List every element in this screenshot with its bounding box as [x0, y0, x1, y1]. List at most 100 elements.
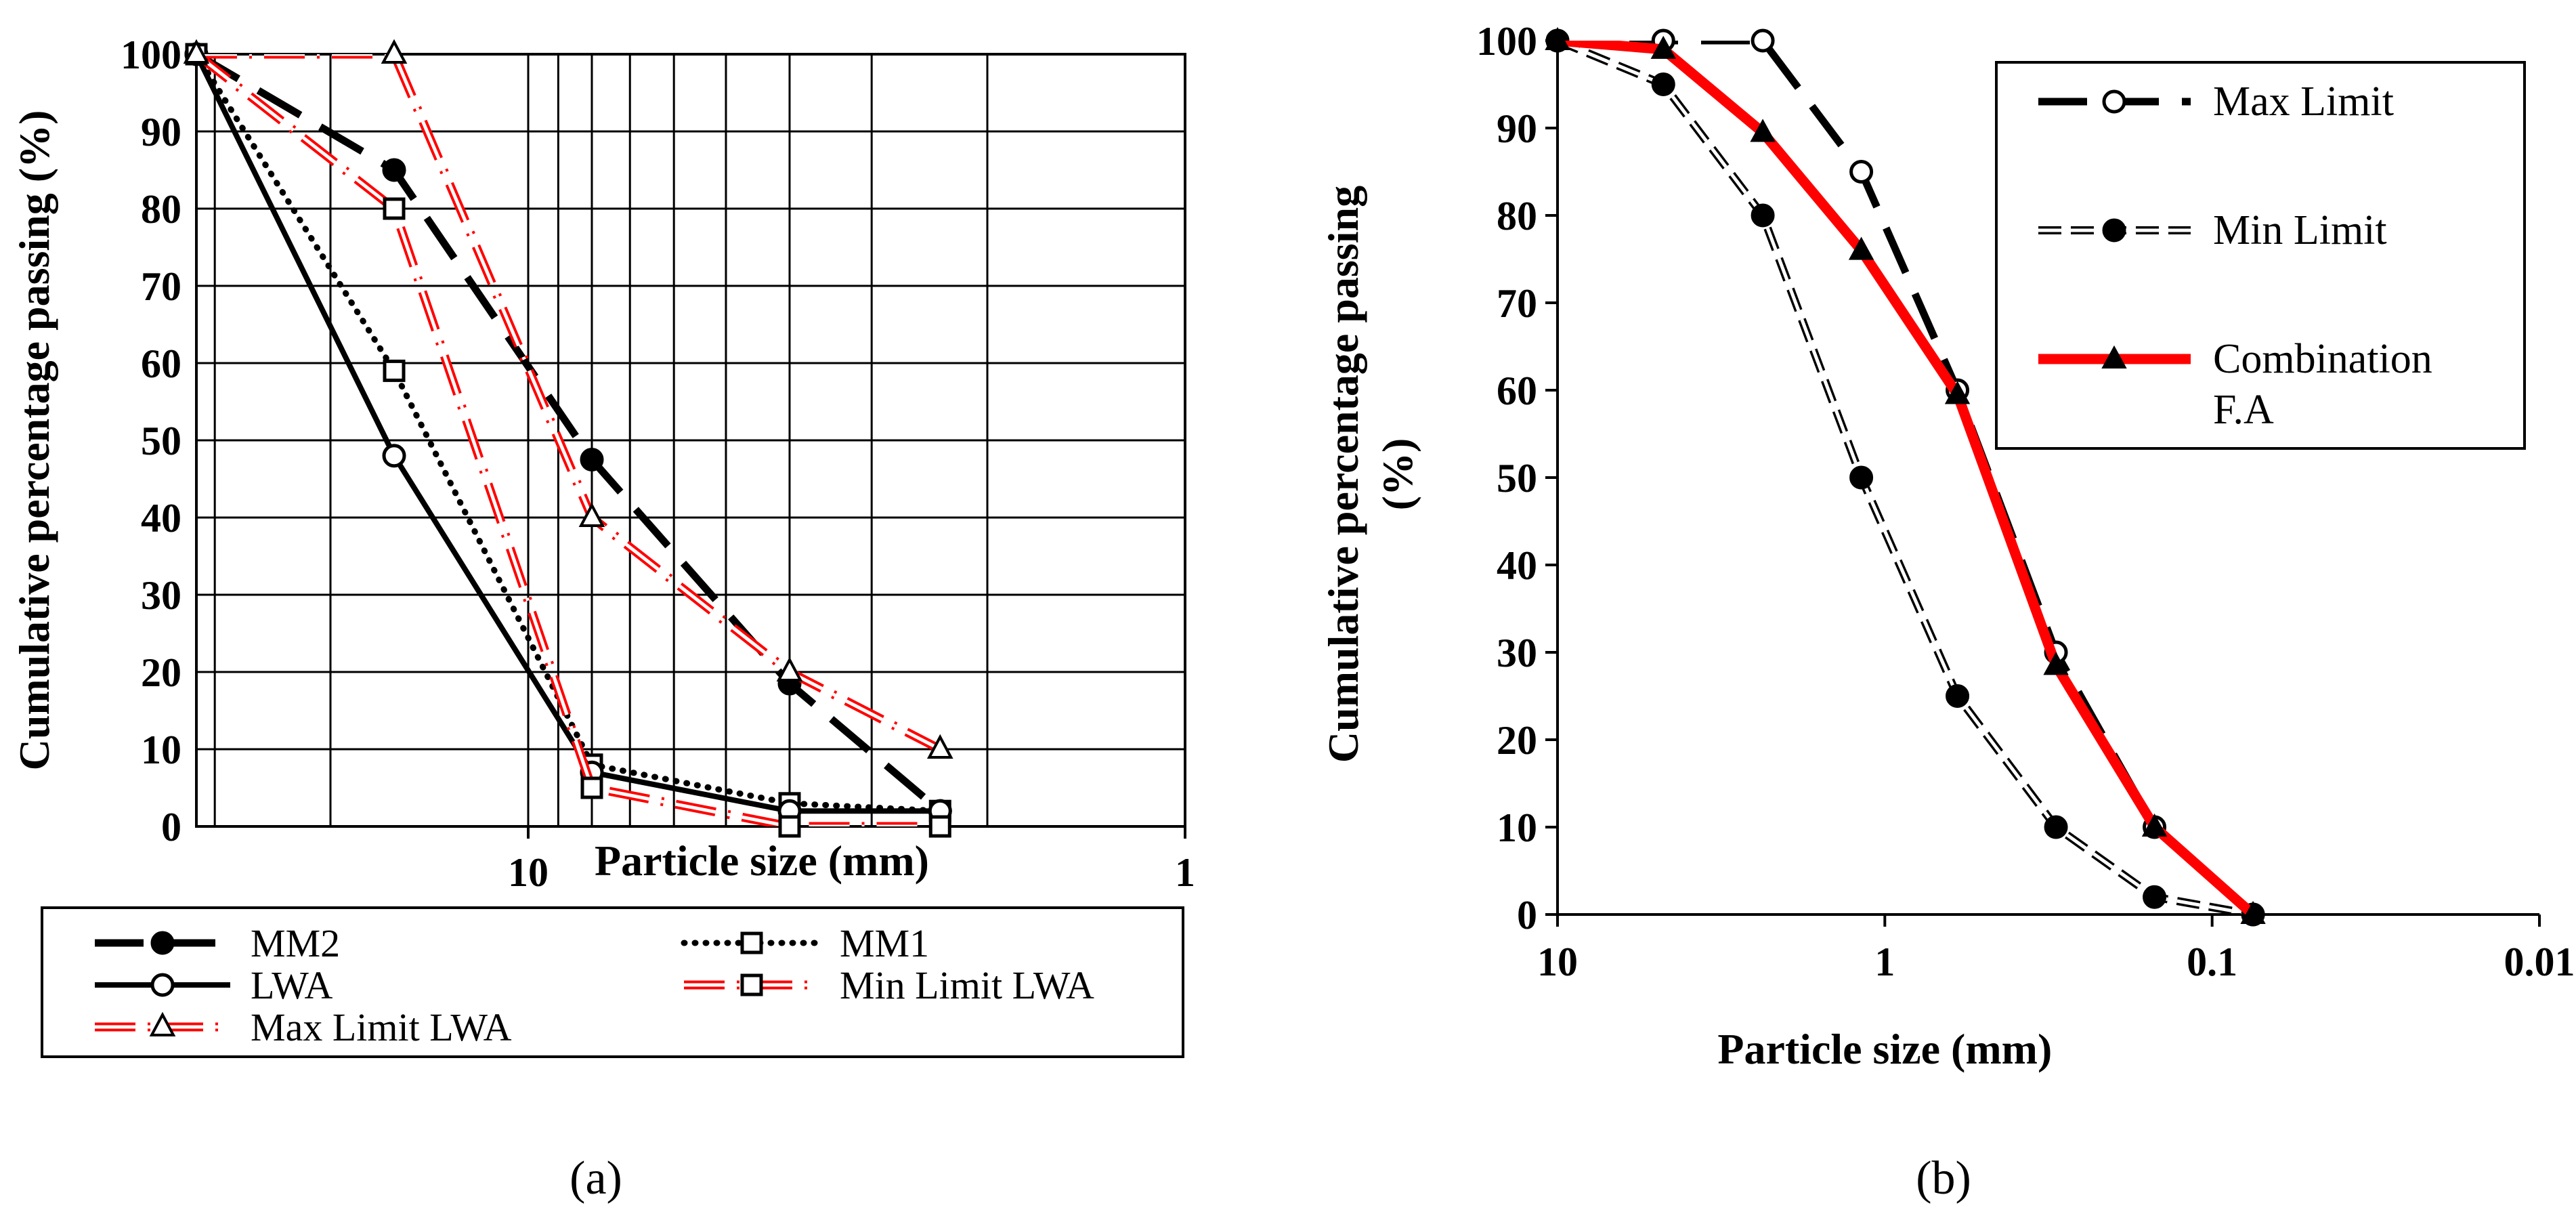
y-tick-label: 70 [1497, 281, 1537, 326]
y-tick-label: 0 [1517, 893, 1537, 938]
chart-a: 0 10 20 30 40 50 60 70 80 90 100 10 1 Particle size (… [10, 33, 1195, 1204]
y-tick-label: 80 [141, 187, 181, 232]
y-tick-label: 50 [141, 419, 181, 463]
y-tick-label: 0 [161, 805, 181, 849]
legend-label-line-1: Combination [2213, 336, 2432, 382]
x-tick-label: 0.01 [2504, 940, 2575, 984]
legend-item: LWA [95, 963, 332, 1007]
data-point [778, 815, 801, 838]
y-tick-label: 100 [1476, 19, 1537, 64]
y-tick-label: 50 [1497, 456, 1537, 501]
x-axis-title: Particle size (mm) [595, 837, 929, 885]
grid-a [196, 53, 1185, 828]
legend-label: MM2 [251, 921, 340, 965]
data-point [1944, 381, 1971, 404]
x-tick-label: 10 [1537, 940, 1578, 984]
legend-label: Max Limit LWA [251, 1005, 512, 1049]
series-mm1 [185, 43, 951, 822]
x-tick-label: 0.1 [2187, 940, 2237, 984]
y-ticks-b: 0 10 20 30 40 50 60 70 80 90 100 [1476, 19, 1558, 938]
legend-b: Max Limit Min Limit Combination F.A [1995, 61, 2526, 450]
legend-box-b [1995, 61, 2526, 450]
series-min-limit [1545, 28, 2265, 927]
data-point [1751, 203, 1775, 228]
legend-item: MM2 [95, 921, 340, 965]
data-point [382, 158, 406, 182]
series-line [1558, 41, 2254, 914]
plot-frame-a [195, 53, 1186, 828]
data-point [1651, 72, 1675, 96]
y-tick-label: 10 [141, 728, 181, 772]
data-point [1545, 26, 1570, 50]
x-tick-label: 10 [508, 850, 549, 895]
series-combination-f-a [1545, 26, 2266, 924]
y-tick-label: 10 [1497, 805, 1537, 850]
legend-label: Min Limit LWA [840, 963, 1094, 1007]
series-line [196, 54, 943, 753]
series-line-outer [196, 54, 943, 753]
x-ticks-a: 10 1 [508, 826, 1195, 895]
y-tick-label: 90 [1497, 106, 1537, 151]
legend-swatch-marker [2102, 89, 2126, 114]
panel-label-a: (a) [570, 1152, 622, 1204]
y-tick-label: 30 [1497, 631, 1537, 675]
data-point [383, 197, 406, 220]
y-tick-label: 20 [141, 650, 181, 695]
series-line [1558, 41, 2257, 914]
data-point [1849, 465, 1874, 490]
data-point [2044, 815, 2068, 839]
y-tick-label: 30 [141, 573, 181, 618]
series-line [196, 54, 943, 814]
series-a [183, 39, 953, 838]
series-line [196, 54, 941, 826]
data-point [1750, 119, 1776, 142]
y-axis-title-line-2: (%) [1373, 438, 1421, 511]
data-point [1946, 684, 1970, 708]
legend-label: Min Limit [2213, 207, 2387, 253]
y-tick-label: 40 [1497, 543, 1537, 588]
legend-label-line-2: F.A [2213, 387, 2274, 433]
y-tick-label: 60 [1497, 369, 1537, 413]
legend-item: Max Limit LWA [95, 1005, 512, 1049]
data-point [580, 776, 603, 799]
data-point [928, 815, 951, 838]
legend-swatch-marker [740, 931, 763, 954]
data-point [2043, 652, 2069, 675]
data-point [1751, 28, 1775, 53]
y-tick-label: 40 [141, 496, 181, 541]
series-lwa [184, 42, 952, 823]
legend-item: Combination F.A [2038, 336, 2432, 433]
x-tick-label: 1 [1175, 850, 1195, 895]
data-point [776, 656, 803, 681]
y-tick-label: 60 [141, 341, 181, 386]
data-point [578, 502, 605, 527]
data-point [2141, 813, 2168, 837]
legend-a: MM2 MM1 LWA Min Limit LWA Max Limit LWA [41, 906, 1184, 1058]
x-tick-label: 1 [1874, 940, 1895, 984]
legend-item: Min Limit [2038, 207, 2387, 253]
series-line-inner [196, 54, 941, 826]
data-point [2240, 900, 2266, 924]
legend-item: Min Limit LWA [684, 963, 1094, 1007]
series-line-inner [196, 54, 941, 751]
series-line-inner [1558, 41, 2254, 914]
legend-box-a [41, 906, 1184, 1058]
series-line [196, 54, 943, 814]
y-axis-title: Cumulative percentage passing (%) [10, 110, 58, 771]
legend-item: Max Limit [2038, 79, 2394, 125]
data-point [381, 39, 408, 64]
data-point [926, 734, 953, 759]
data-point [1849, 160, 1874, 184]
series-b [1545, 26, 2266, 927]
y-tick-label: 20 [1497, 718, 1537, 763]
x-ticks-b: 10 1 0.1 0.01 [1537, 914, 2575, 984]
series-min-limit-lwa [185, 43, 951, 838]
data-point [2143, 885, 2167, 909]
legend-label: MM1 [840, 921, 929, 965]
y-tick-label: 80 [1497, 194, 1537, 238]
legend-swatch-marker [2102, 218, 2126, 243]
y-tick-label: 100 [121, 33, 181, 77]
legend-item: MM1 [681, 921, 929, 965]
